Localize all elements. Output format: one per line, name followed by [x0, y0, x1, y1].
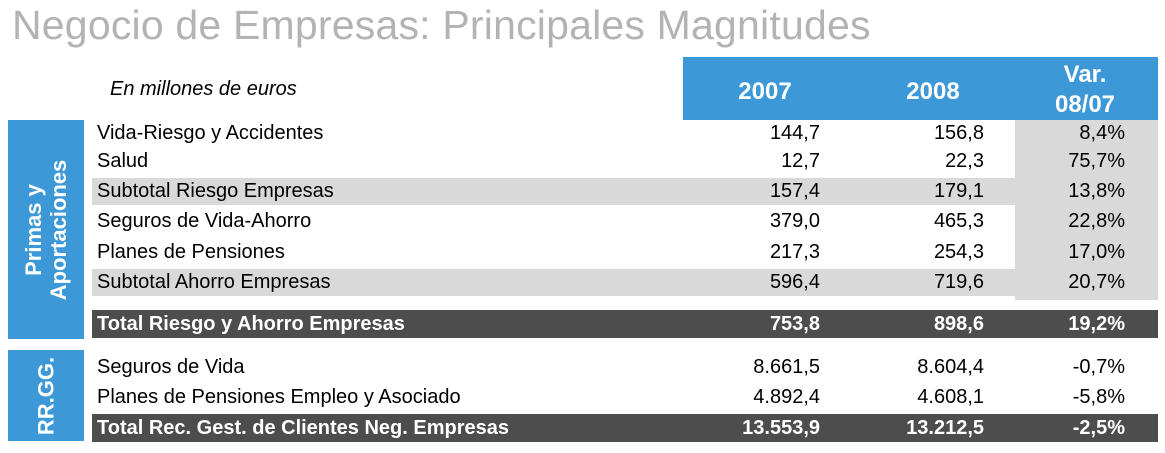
row-var: 13,8% — [1068, 180, 1125, 202]
row-label: Vida-Riesgo y Accidentes — [97, 122, 324, 144]
table-row: Salud 12,7 22,3 75,7% — [92, 148, 1158, 175]
section-primas-line1: Primas y — [21, 183, 46, 276]
row-label: Total Riesgo y Ahorro Empresas — [97, 313, 405, 335]
row-2008: 719,6 — [933, 271, 984, 293]
row-2008: 465,3 — [933, 210, 984, 232]
row-2007: 217,3 — [769, 241, 820, 263]
header-variation-line2: 08/07 — [1054, 91, 1116, 118]
row-label: Planes de Pensiones — [97, 241, 285, 263]
header-band — [683, 57, 1158, 120]
row-2008: 22,3 — [945, 150, 984, 172]
row-var: -0,7% — [1072, 356, 1125, 378]
row-label: Subtotal Ahorro Empresas — [97, 271, 331, 293]
table-row: Vida-Riesgo y Accidentes 144,7 156,8 8,4… — [92, 120, 1158, 147]
subtotal-row: Subtotal Riesgo Empresas 157,4 179,1 13,… — [92, 178, 1158, 205]
table-row: Seguros de Vida 8.661,5 8.604,4 -0,7% — [92, 354, 1158, 381]
row-var: 75,7% — [1068, 150, 1125, 172]
total-row: Total Rec. Gest. de Clientes Neg. Empres… — [92, 414, 1158, 442]
row-2008: 8.604,4 — [917, 356, 984, 378]
row-2008: 254,3 — [933, 241, 984, 263]
row-2007: 753,8 — [769, 313, 820, 335]
section-rrgg-label: RR.GG. — [33, 356, 59, 435]
table-row: Seguros de Vida-Ahorro 379,0 465,3 22,8% — [92, 208, 1158, 235]
row-2007: 379,0 — [769, 210, 820, 232]
row-2007: 4.892,4 — [753, 386, 820, 408]
total-row: Total Riesgo y Ahorro Empresas 753,8 898… — [92, 310, 1158, 338]
subtotal-row: Subtotal Ahorro Empresas 596,4 719,6 20,… — [92, 269, 1158, 296]
units-note: En millones de euros — [110, 78, 297, 100]
page-title: Negocio de Empresas: Principales Magnitu… — [12, 2, 871, 48]
row-label: Salud — [97, 150, 149, 172]
row-label: Total Rec. Gest. de Clientes Neg. Empres… — [97, 417, 509, 439]
row-var: -5,8% — [1072, 386, 1125, 408]
row-2007: 144,7 — [769, 122, 820, 144]
table-row: Planes de Pensiones 217,3 254,3 17,0% — [92, 239, 1158, 266]
row-2007: 596,4 — [769, 271, 820, 293]
row-var: 19,2% — [1068, 313, 1125, 335]
section-primas-label: Primas y Aportaciones — [21, 159, 71, 300]
row-2008: 156,8 — [933, 122, 984, 144]
section-rrgg: RR.GG. — [8, 350, 84, 441]
header-variation: Var. 08/07 — [1012, 60, 1158, 120]
row-label: Seguros de Vida — [97, 356, 245, 378]
row-var: -2,5% — [1072, 417, 1125, 439]
row-2007: 8.661,5 — [753, 356, 820, 378]
header-2007: 2007 — [738, 78, 792, 105]
row-2008: 898,6 — [933, 313, 984, 335]
header-2008: 2008 — [906, 78, 960, 105]
row-label: Planes de Pensiones Empleo y Asociado — [97, 386, 461, 408]
row-2007: 12,7 — [781, 150, 820, 172]
table-row: Planes de Pensiones Empleo y Asociado 4.… — [92, 384, 1158, 411]
row-var: 17,0% — [1068, 241, 1125, 263]
row-var: 20,7% — [1068, 271, 1125, 293]
row-var: 8,4% — [1079, 122, 1125, 144]
row-var: 22,8% — [1068, 210, 1125, 232]
row-label: Subtotal Riesgo Empresas — [97, 180, 334, 202]
row-2007: 157,4 — [769, 180, 820, 202]
row-2008: 4.608,1 — [917, 386, 984, 408]
header-variation-line1: Var. — [1063, 61, 1107, 88]
section-primas: Primas y Aportaciones — [8, 120, 84, 339]
row-2007: 13.553,9 — [742, 417, 820, 439]
row-label: Seguros de Vida-Ahorro — [97, 210, 312, 232]
section-primas-line2: Aportaciones — [46, 159, 71, 300]
row-2008: 13.212,5 — [906, 417, 984, 439]
row-2008: 179,1 — [933, 180, 984, 202]
